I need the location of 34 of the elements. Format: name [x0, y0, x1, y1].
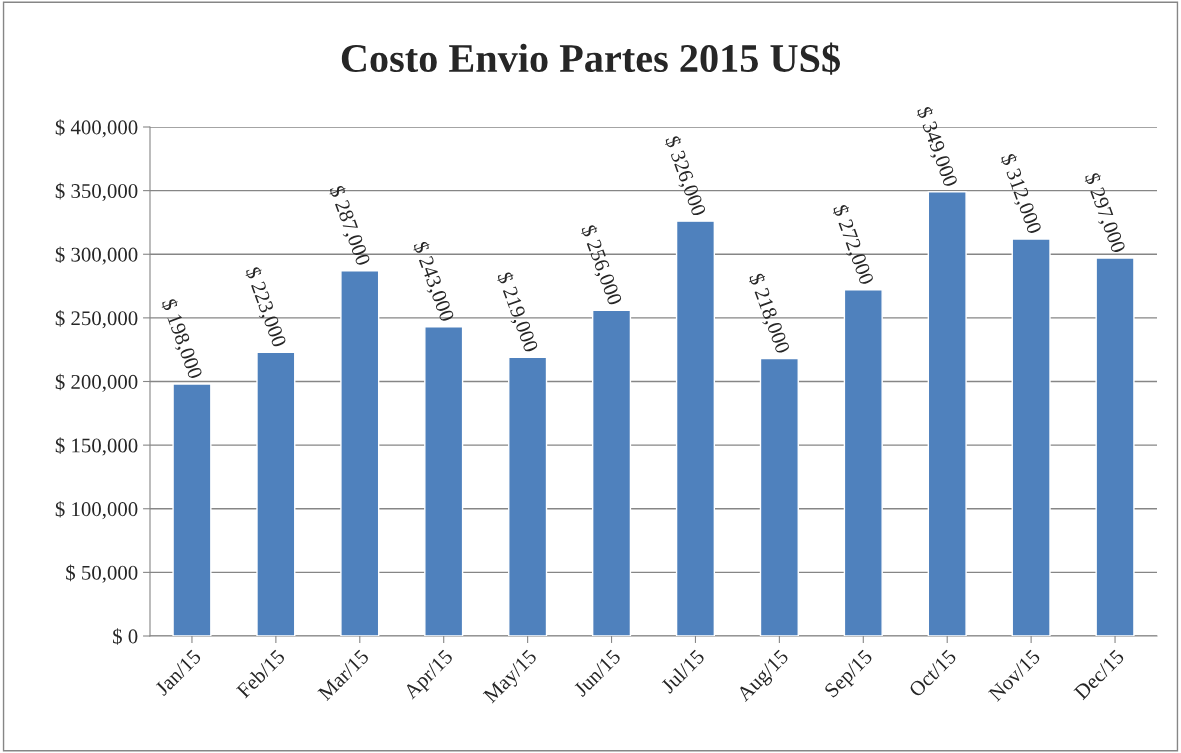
data-label: $ 326,000: [662, 134, 708, 218]
data-label: $ 218,000: [746, 272, 792, 356]
bar: [675, 220, 716, 636]
bar: [1095, 257, 1135, 636]
bar: [256, 351, 296, 636]
data-label: $ 256,000: [578, 223, 624, 307]
bar: [424, 326, 464, 636]
data-label: $ 349,000: [914, 105, 960, 189]
y-tick-label: $ 200,000: [55, 373, 138, 392]
y-tick-label: $ 150,000: [55, 437, 138, 456]
bar: [340, 270, 380, 636]
bar: [508, 356, 548, 636]
y-tick-label: $ 0: [113, 628, 138, 645]
data-label: $ 272,000: [830, 203, 876, 287]
y-tick-label: $ 350,000: [55, 182, 138, 202]
y-tick-label: $ 100,000: [55, 500, 138, 520]
data-label: $ 219,000: [494, 270, 540, 354]
data-label: $ 287,000: [326, 184, 372, 268]
data-label: $ 312,000: [997, 152, 1044, 236]
data-label: $ 297,000: [1081, 171, 1128, 255]
chart-title: Costo Envio Partes 2015 US$: [341, 42, 840, 75]
data-label: $ 243,000: [410, 240, 456, 324]
data-label: $ 223,000: [242, 265, 288, 349]
y-tick-label: $ 400,000: [55, 119, 138, 138]
bar: [172, 383, 212, 636]
bar: [1011, 238, 1051, 636]
y-tick-label: $ 250,000: [55, 310, 138, 329]
bar: [759, 357, 799, 636]
bar: [591, 309, 632, 636]
y-tick-label: $ 300,000: [55, 246, 138, 265]
bar: [927, 191, 967, 636]
data-label: $ 198,000: [158, 297, 204, 381]
y-tick-label: $ 50,000: [66, 564, 138, 583]
bar: [843, 289, 883, 636]
